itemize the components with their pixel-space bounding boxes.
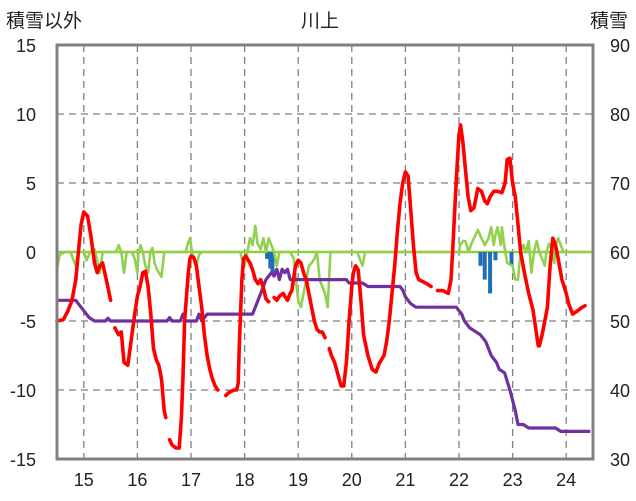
wind-line — [55, 224, 591, 309]
left-axis-label: 積雪以外 — [6, 10, 82, 32]
precip-bar — [509, 252, 514, 266]
x-tick-label: 24 — [556, 470, 576, 490]
right-tick-label: 30 — [610, 450, 630, 470]
left-tick-label: 15 — [16, 36, 36, 56]
x-tick-label: 16 — [127, 470, 147, 490]
right-tick-label: 60 — [610, 243, 630, 263]
precip-series — [265, 252, 514, 294]
left-tick-label: -15 — [10, 450, 36, 470]
x-tick-label: 19 — [288, 470, 308, 490]
snow-depth-series — [57, 267, 591, 433]
precip-bar — [488, 252, 493, 294]
x-tick-label: 15 — [74, 470, 94, 490]
snow-depth-line — [57, 267, 591, 433]
left-tick-label: -5 — [20, 312, 36, 332]
precip-bar — [265, 252, 270, 259]
temperature-line — [327, 170, 433, 388]
x-tick-label: 22 — [449, 470, 469, 490]
temperature-line — [113, 269, 168, 420]
x-axis-ticks: 15 16 17 18 19 20 21 22 23 24 — [74, 470, 576, 490]
precip-bar — [268, 252, 273, 269]
left-tick-label: 0 — [26, 243, 36, 263]
right-tick-label: 90 — [610, 36, 630, 56]
x-tick-label: 23 — [503, 470, 523, 490]
left-axis-ticks: 15 10 5 0 -5 -10 -15 — [10, 36, 36, 470]
temperature-line — [435, 123, 587, 348]
plot-frame — [55, 43, 595, 461]
x-tick-label: 18 — [235, 470, 255, 490]
x-tick-label: 20 — [342, 470, 362, 490]
right-tick-label: 50 — [610, 312, 630, 332]
temperature-line — [55, 210, 113, 323]
right-tick-label: 70 — [610, 174, 630, 194]
wind-series — [55, 224, 591, 309]
temperature-series — [55, 123, 587, 450]
right-tick-label: 40 — [610, 381, 630, 401]
temperature-line — [224, 254, 271, 398]
precip-bar — [270, 252, 275, 273]
left-tick-label: 10 — [16, 105, 36, 125]
left-tick-label: 5 — [26, 174, 36, 194]
right-tick-label: 80 — [610, 105, 630, 125]
precip-bar — [478, 252, 483, 266]
chart-title: 川上 — [301, 10, 339, 32]
precip-bar — [482, 252, 487, 280]
temperature-line — [167, 254, 220, 450]
precip-bar — [493, 252, 498, 261]
x-tick-label: 21 — [395, 470, 415, 490]
temperature-line — [272, 258, 327, 340]
x-tick-label: 17 — [181, 470, 201, 490]
left-tick-label: -10 — [10, 381, 36, 401]
right-axis-label: 積雪 — [590, 10, 628, 32]
right-axis-ticks: 90 80 70 60 50 40 30 — [610, 36, 630, 470]
